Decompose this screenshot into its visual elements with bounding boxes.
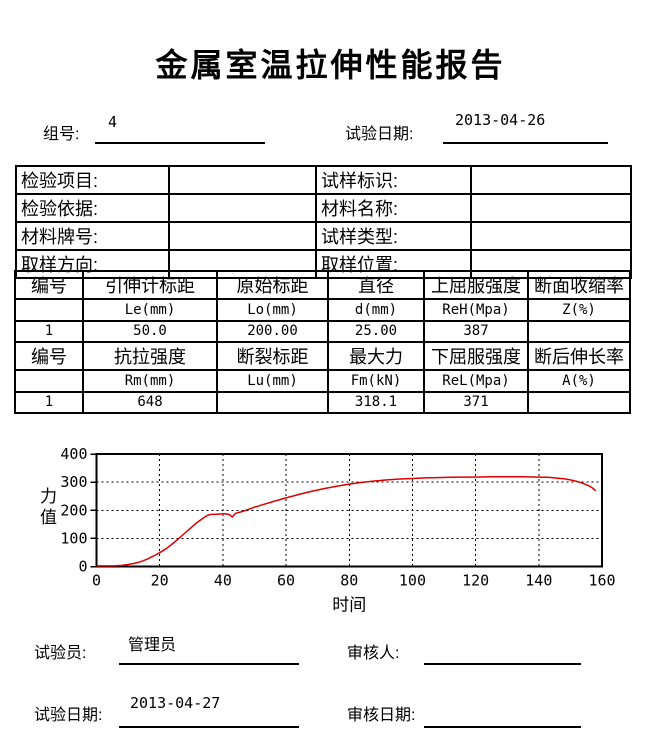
info-value-cell (470, 165, 632, 195)
info-label-cell: 材料名称: (315, 193, 472, 223)
reviewer-underline (424, 641, 581, 665)
results-table: 编号 引伸计标距 原始标距 直径 上屈服强度 断面收缩率 Le(mm) Lo(mm) d(mm)… (14, 270, 631, 414)
results-value-cell: 1 (14, 390, 84, 414)
results-value-cell: 318.1 (327, 390, 425, 414)
tester-label: 试验员: (34, 645, 87, 662)
chart-x-tick-label: 100 (399, 572, 426, 590)
results-unit-cell: d(mm) (327, 298, 425, 322)
tester-underline (119, 641, 299, 665)
chart-x-tick-label: 120 (462, 572, 489, 590)
results-header-cell: 最大力 (327, 341, 425, 371)
results-value-cell (527, 390, 631, 414)
group-number-value: 4 (108, 113, 118, 131)
reviewer-label: 审核人: (347, 645, 400, 662)
table-row: Le(mm) Lo(mm) d(mm) ReH(Mpa) Z(%) (14, 298, 631, 322)
page-title: 金属室温拉伸性能报告 (155, 47, 506, 83)
info-value-cell (168, 221, 317, 251)
test-date-label: 试验日期: (345, 126, 414, 143)
chart-x-tick-label: 60 (277, 572, 295, 590)
footer-test-date-underline (119, 704, 299, 728)
results-value-cell (216, 390, 329, 414)
info-value-cell (168, 165, 317, 195)
info-value-cell (168, 193, 317, 223)
results-header-cell: 断裂标距 (216, 341, 329, 371)
table-row: 1 50.0 200.00 25.00 387 (14, 319, 631, 343)
chart-canvas: 0 100 200 300 400 0 20 40 60 80 100 120 140 160 时间 (60, 445, 615, 615)
chart-y-tick-label: 100 (60, 529, 87, 547)
chart-y-tick-label: 300 (60, 473, 87, 491)
info-value-cell (470, 193, 632, 223)
results-value-cell: 50.0 (82, 319, 218, 343)
results-unit-cell (14, 298, 84, 322)
footer-test-date-label: 试验日期: (34, 707, 103, 724)
table-row: 编号 抗拉强度 断裂标距 最大力 下屈服强度 断后伸长率 (14, 341, 631, 371)
force-time-chart: 0 100 200 300 400 0 20 40 60 80 100 120 140 160 时间 (30, 444, 645, 624)
table-row: 编号 引伸计标距 原始标距 直径 上屈服强度 断面收缩率 (14, 270, 631, 300)
results-header-cell: 抗拉强度 (82, 341, 218, 371)
test-date-value: 2013-04-26 (455, 111, 546, 129)
test-date-underline (443, 120, 608, 144)
chart-x-tick-label: 0 (92, 572, 101, 590)
chart-x-tick-label: 140 (525, 572, 552, 590)
table-row: 检验依据: 材料名称: (15, 193, 632, 223)
results-unit-cell: Rm(mm) (82, 369, 218, 393)
chart-y-tick-label: 200 (60, 501, 87, 519)
results-unit-cell (14, 369, 84, 393)
results-unit-cell: ReL(Mpa) (423, 369, 529, 393)
table-row: 材料牌号: 试样类型: (15, 221, 632, 251)
group-number-underline (95, 120, 265, 144)
results-value-cell: 387 (423, 319, 529, 343)
chart-x-axis-label: 时间 (332, 596, 366, 615)
table-row: 1 648 318.1 371 (14, 390, 631, 414)
results-value-cell: 200.00 (216, 319, 329, 343)
table-row: 检验项目: 试样标识: (15, 165, 632, 195)
chart-x-tick-label: 20 (151, 572, 169, 590)
results-header-cell: 上屈服强度 (423, 270, 529, 300)
results-value-cell: 25.00 (327, 319, 425, 343)
results-value-cell: 648 (82, 390, 218, 414)
chart-x-tick-label: 160 (588, 572, 615, 590)
chart-y-tick-label: 0 (78, 558, 87, 576)
chart-x-tick-label: 80 (340, 572, 358, 590)
info-label-cell: 试样标识: (315, 165, 472, 195)
info-value-cell (470, 221, 632, 251)
footer-test-date-value: 2013-04-27 (130, 694, 221, 712)
results-unit-cell: ReH(Mpa) (423, 298, 529, 322)
chart-y-axis-label: 力值 (40, 487, 57, 527)
info-label-cell: 材料牌号: (15, 221, 170, 251)
info-label-cell: 试样类型: (315, 221, 472, 251)
tester-value: 管理员 (128, 637, 177, 654)
results-header-cell: 编号 (14, 270, 84, 300)
specimen-info-table: 检验项目: 试样标识: 检验依据: 材料名称: 材料牌号: 试样类型: 取样方向: 取样位置: (15, 165, 632, 279)
review-date-label: 审核日期: (347, 707, 416, 724)
results-value-cell: 1 (14, 319, 84, 343)
results-header-cell: 断面收缩率 (527, 270, 631, 300)
results-unit-cell: Fm(kN) (327, 369, 425, 393)
results-unit-cell: Z(%) (527, 298, 631, 322)
results-header-cell: 直径 (327, 270, 425, 300)
group-number-label: 组号: (43, 126, 80, 143)
review-date-underline (424, 704, 581, 728)
results-unit-cell: Lo(mm) (216, 298, 329, 322)
results-value-cell: 371 (423, 390, 529, 414)
info-label-cell: 检验依据: (15, 193, 170, 223)
table-row: Rm(mm) Lu(mm) Fm(kN) ReL(Mpa) A(%) (14, 369, 631, 393)
results-unit-cell: Lu(mm) (216, 369, 329, 393)
results-unit-cell: A(%) (527, 369, 631, 393)
results-header-cell: 下屈服强度 (423, 341, 529, 371)
chart-y-tick-label: 400 (60, 445, 87, 463)
results-header-cell: 编号 (14, 341, 84, 371)
results-value-cell (527, 319, 631, 343)
chart-plot-frame (95, 453, 603, 568)
results-header-cell: 原始标距 (216, 270, 329, 300)
info-label-cell: 检验项目: (15, 165, 170, 195)
chart-curve (96, 476, 597, 567)
results-header-cell: 引伸计标距 (82, 270, 218, 300)
results-header-cell: 断后伸长率 (527, 341, 631, 371)
results-unit-cell: Le(mm) (82, 298, 218, 322)
chart-x-tick-label: 40 (214, 572, 232, 590)
